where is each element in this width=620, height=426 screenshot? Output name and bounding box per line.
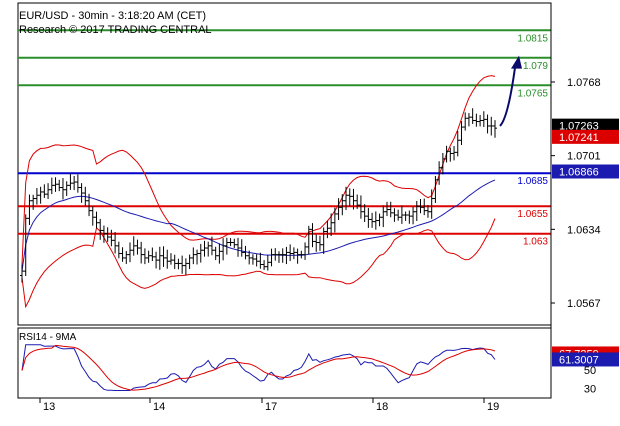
pivot-value-box — [552, 164, 619, 179]
price-tick-label: 1.0634 — [567, 224, 601, 236]
price-tick-label: 1.0701 — [567, 151, 601, 163]
projection-arrow-head — [511, 55, 522, 69]
ma-value-text: 1.07241 — [559, 132, 599, 144]
time-tick-label: 18 — [376, 401, 388, 413]
level-label: 1.063 — [523, 237, 548, 248]
bollinger-upper-line — [21, 75, 496, 265]
chart-title: EUR/USD - 30min - 3:18:20 AM (CET) — [19, 10, 206, 22]
level-label: 1.0655 — [517, 209, 548, 220]
price-tick-label: 1.0768 — [567, 77, 601, 89]
rsi-tick-label: 30 — [584, 384, 596, 396]
level-label: 1.0685 — [517, 176, 548, 187]
moving-average-line — [21, 179, 496, 272]
bollinger-lower-line — [21, 218, 496, 309]
last-price-text: 1.07263 — [559, 121, 599, 133]
level-label: 1.079 — [523, 61, 548, 72]
chart-subtitle: Research © 2017 TRADING CENTRAL — [19, 24, 212, 36]
pivot-value-text: 1.06866 — [559, 166, 599, 178]
rsi-value-box — [552, 352, 619, 367]
rsi-ma-line — [21, 344, 496, 391]
rsi-tick-label: 50 — [584, 365, 596, 377]
rsi-line — [21, 344, 496, 391]
price-panel-frame — [17, 2, 552, 326]
rsi-panel-frame — [17, 327, 552, 399]
level-label: 1.0765 — [517, 88, 548, 99]
rsi-title: RSI14 - 9MA — [19, 332, 77, 343]
time-tick-label: 13 — [43, 401, 55, 413]
time-tick-label: 14 — [153, 401, 165, 413]
last-price-box — [552, 118, 619, 133]
price-tick-label: 1.0567 — [567, 298, 601, 310]
projection-arrow-line — [499, 67, 516, 127]
time-tick-label: 17 — [265, 401, 277, 413]
rsi-value-text: 61.3007 — [559, 354, 599, 366]
time-tick-label: 19 — [487, 401, 499, 413]
ma-value-box — [552, 129, 619, 144]
level-label: 1.0815 — [517, 33, 548, 44]
